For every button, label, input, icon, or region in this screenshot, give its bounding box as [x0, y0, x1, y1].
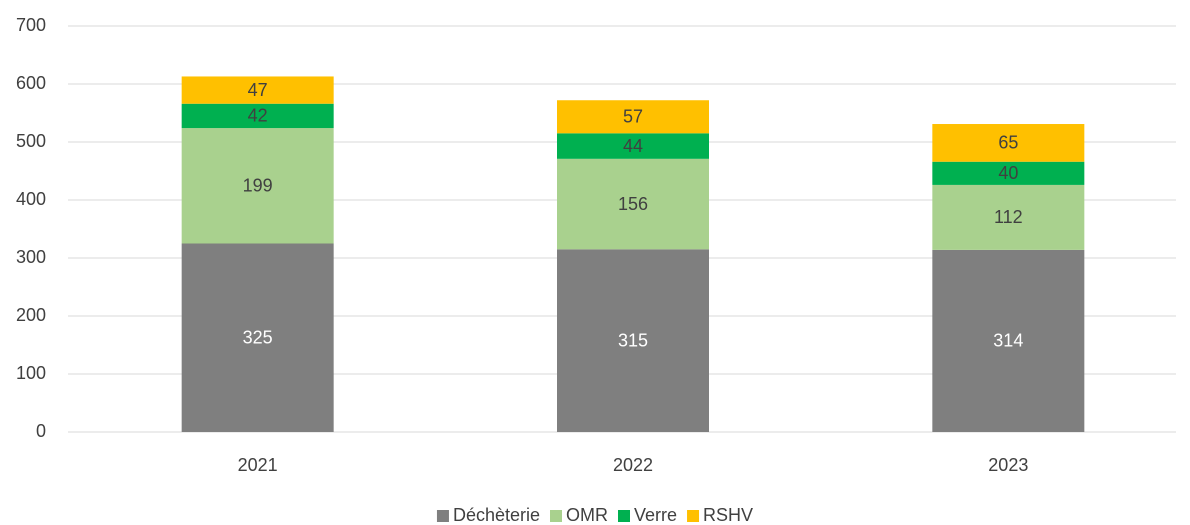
y-tick-label: 300	[16, 247, 46, 267]
bar-segment	[932, 184, 1085, 250]
bar-segment	[932, 161, 1085, 185]
bar-segment	[181, 103, 334, 129]
data-label: 325	[243, 328, 273, 348]
data-label: 44	[623, 136, 643, 156]
data-label: 42	[248, 106, 268, 126]
data-label: 40	[998, 163, 1018, 183]
bar-segment	[557, 133, 709, 159]
y-tick-label: 700	[16, 15, 46, 35]
legend-label: Déchèterie	[453, 505, 540, 525]
data-label: 315	[618, 330, 648, 350]
y-tick-label: 100	[16, 363, 46, 383]
data-label: 65	[998, 133, 1018, 153]
bar-segment	[181, 243, 334, 432]
bar-segment	[181, 76, 334, 104]
y-tick-label: 400	[16, 189, 46, 209]
y-tick-label: 200	[16, 305, 46, 325]
bar-segment	[557, 100, 709, 134]
data-label: 314	[993, 331, 1023, 351]
legend-label: RSHV	[703, 505, 753, 525]
data-label: 156	[618, 194, 648, 214]
legend-swatch	[687, 510, 700, 522]
x-tick-label: 2022	[613, 455, 653, 475]
bar-segment	[557, 158, 709, 250]
legend-swatch	[618, 510, 630, 522]
legend-label: OMR	[566, 505, 608, 525]
data-label: 47	[248, 80, 268, 100]
bar-segment	[181, 128, 334, 244]
data-label: 57	[623, 107, 643, 127]
bar-segment	[932, 249, 1085, 432]
y-tick-label: 600	[16, 73, 46, 93]
legend-swatch	[550, 510, 562, 522]
legend-label: Verre	[634, 505, 677, 525]
legend-swatch	[436, 510, 449, 522]
y-tick-label: 500	[16, 131, 46, 151]
bar-segment	[932, 124, 1085, 162]
x-tick-label: 2021	[238, 455, 278, 475]
bar-segment	[557, 249, 709, 432]
y-tick-label: 0	[36, 421, 46, 441]
data-label: 199	[243, 176, 273, 196]
data-label: 112	[994, 207, 1023, 227]
x-tick-label: 2023	[988, 455, 1028, 475]
